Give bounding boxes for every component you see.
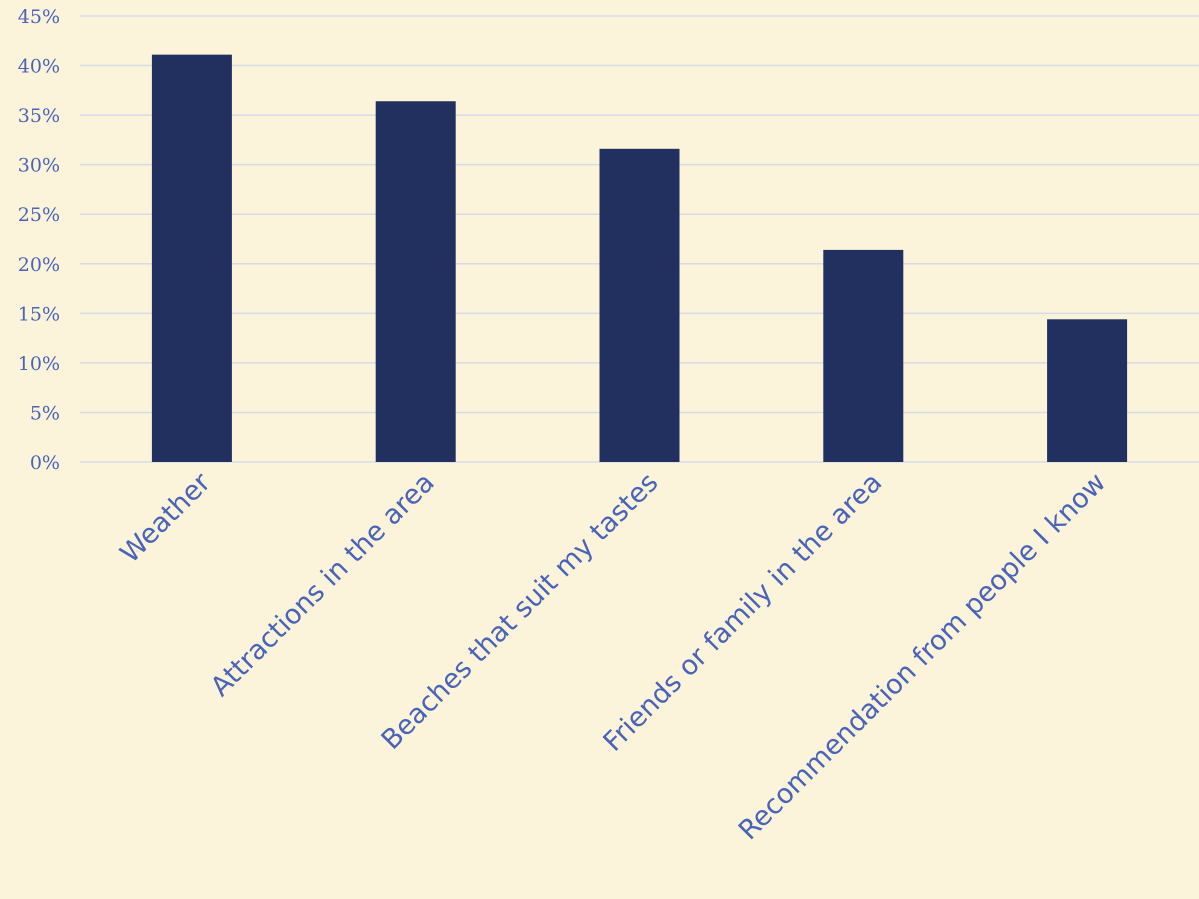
y-tick-label: 40% [18,56,60,78]
y-axis-tick-labels: 0% 5% 10% 15% 20% 25% 30% 35% 40% 45% [18,6,60,474]
y-tick-label: 5% [30,402,60,424]
y-tick-label: 0% [30,452,60,474]
bar [151,54,232,463]
bar [375,101,456,462]
y-tick-label: 20% [18,254,60,276]
y-tick-label: 10% [18,353,60,375]
y-tick-label: 25% [18,204,60,226]
bar [823,249,904,462]
bar [1047,319,1128,462]
bars [151,54,1128,463]
bar [599,148,680,462]
y-tick-label: 15% [18,303,60,325]
y-tick-label: 45% [18,6,60,28]
y-tick-label: 35% [18,105,60,127]
y-tick-label: 30% [18,155,60,177]
